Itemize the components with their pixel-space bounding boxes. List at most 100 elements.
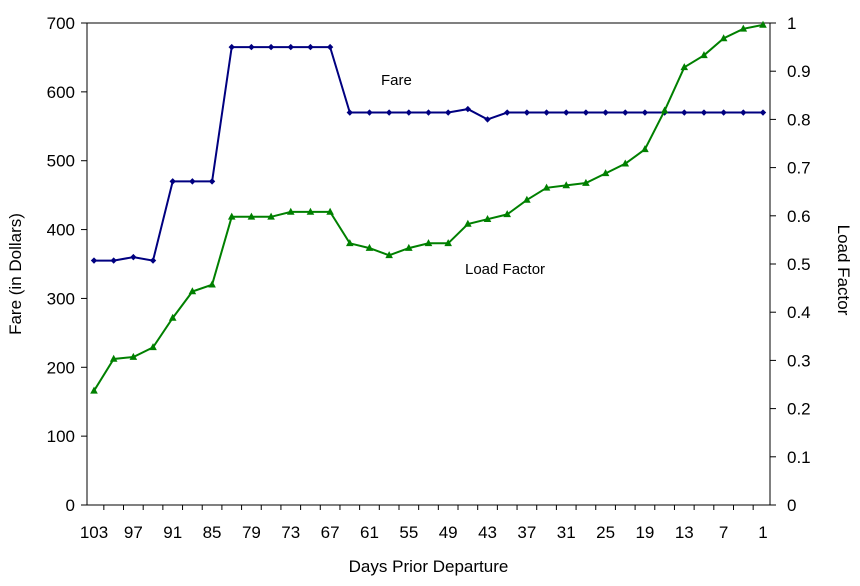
x-tick-label: 49 bbox=[439, 523, 458, 542]
fare-point bbox=[759, 109, 767, 116]
load-factor-point bbox=[542, 183, 551, 191]
load-factor-point bbox=[660, 106, 669, 114]
fare-point bbox=[346, 109, 353, 116]
load-factor-point bbox=[562, 181, 571, 189]
load-factor-point bbox=[129, 352, 138, 360]
fare-point bbox=[90, 257, 98, 264]
x-tick-label: 7 bbox=[719, 523, 728, 542]
left-y-tick-label: 200 bbox=[47, 358, 75, 377]
right-y-tick-label: 0.2 bbox=[787, 400, 811, 419]
x-tick-label: 13 bbox=[675, 523, 694, 542]
load-factor-point bbox=[503, 210, 512, 218]
left-y-tick-label: 400 bbox=[47, 221, 75, 240]
fare-point bbox=[622, 109, 629, 116]
fare-point bbox=[602, 109, 609, 116]
fare-point bbox=[681, 109, 688, 116]
fare-point bbox=[484, 116, 491, 123]
right-y-tick-label: 0.1 bbox=[787, 448, 811, 467]
fare-point bbox=[287, 43, 294, 51]
fare-point bbox=[405, 109, 413, 116]
fare-point bbox=[189, 178, 196, 185]
fare-point bbox=[169, 178, 176, 185]
plot-area bbox=[86, 22, 771, 506]
load-factor-series-line bbox=[93, 23, 764, 392]
fare-point bbox=[208, 178, 216, 185]
x-axis-title: Days Prior Departure bbox=[349, 557, 509, 576]
fare-annotation: Fare bbox=[381, 72, 412, 89]
fare-point bbox=[425, 109, 432, 116]
fare-point bbox=[720, 109, 727, 116]
load-factor-point bbox=[700, 51, 708, 59]
x-tick-label: 91 bbox=[163, 523, 182, 542]
left-y-tick-label: 500 bbox=[47, 152, 75, 171]
right-y-tick-label: 0.4 bbox=[787, 303, 811, 322]
fare-point bbox=[326, 43, 334, 51]
load-factor-point bbox=[267, 212, 275, 220]
x-tick-label: 61 bbox=[360, 523, 379, 542]
right-y-axis-title: Load Factor bbox=[834, 225, 853, 316]
load-factor-point bbox=[109, 354, 118, 362]
x-tick-label: 97 bbox=[124, 523, 143, 542]
load-factor-point bbox=[208, 280, 216, 288]
fare-point bbox=[110, 257, 117, 264]
x-tick-label: 1 bbox=[758, 523, 767, 542]
load-factor-point bbox=[582, 178, 590, 186]
fare-point bbox=[248, 43, 255, 51]
x-tick-label: 19 bbox=[635, 523, 654, 542]
fare-point bbox=[130, 253, 137, 261]
x-tick-label: 67 bbox=[321, 523, 340, 542]
load-factor-point bbox=[326, 207, 334, 215]
x-tick-label: 25 bbox=[596, 523, 615, 542]
x-tick-label: 37 bbox=[517, 523, 536, 542]
left-y-axis-title: Fare (in Dollars) bbox=[6, 213, 25, 335]
load-factor-point bbox=[483, 214, 492, 222]
load-factor-point bbox=[405, 243, 413, 251]
fare-point bbox=[228, 43, 235, 51]
fare-point bbox=[366, 109, 373, 116]
x-tick-label: 31 bbox=[557, 523, 576, 542]
left-y-tick-label: 100 bbox=[47, 427, 75, 446]
load-factor-point bbox=[444, 239, 452, 247]
series-layer bbox=[90, 20, 767, 394]
fare-series-line bbox=[94, 46, 763, 262]
fare-point bbox=[504, 109, 511, 116]
fare-point bbox=[700, 109, 708, 116]
right-y-tick-label: 0.6 bbox=[787, 207, 811, 226]
x-tick-label: 73 bbox=[281, 523, 300, 542]
load-factor-point bbox=[680, 63, 689, 71]
x-tick-label: 85 bbox=[203, 523, 222, 542]
left-y-tick-label: 0 bbox=[66, 496, 75, 515]
load-factor-point bbox=[286, 207, 295, 215]
x-tick-label: 55 bbox=[399, 523, 418, 542]
load-factor-point bbox=[621, 159, 630, 167]
left-y-tick-label: 300 bbox=[47, 289, 75, 308]
x-tick-label: 79 bbox=[242, 523, 261, 542]
load-factor-point bbox=[227, 212, 236, 220]
left-y-tick-label: 600 bbox=[47, 83, 75, 102]
x-tick-label: 43 bbox=[478, 523, 497, 542]
right-y-tick-label: 0 bbox=[787, 496, 796, 515]
x-tick-label: 103 bbox=[80, 523, 108, 542]
load-factor-point bbox=[149, 343, 157, 351]
fare-point bbox=[267, 43, 275, 51]
right-y-tick-label: 0.9 bbox=[787, 62, 811, 81]
fare-point bbox=[385, 109, 393, 116]
fare-point bbox=[740, 109, 747, 116]
load-factor-point bbox=[306, 207, 315, 215]
load-factor-point bbox=[719, 34, 728, 42]
load-factor-point bbox=[424, 239, 433, 247]
left-y-tick-label: 700 bbox=[47, 14, 75, 33]
fare-point bbox=[582, 109, 590, 116]
load-factor-point bbox=[188, 287, 197, 295]
fare-point bbox=[543, 109, 550, 116]
load-factor-point bbox=[385, 251, 393, 259]
load-factor-point bbox=[759, 20, 767, 28]
fare-point bbox=[464, 105, 472, 113]
load-factor-point bbox=[168, 313, 177, 321]
right-y-tick-label: 0.7 bbox=[787, 159, 811, 178]
fare-point bbox=[641, 109, 649, 116]
fare-point bbox=[563, 109, 570, 116]
load-factor-point bbox=[464, 219, 472, 227]
load-factor-point bbox=[739, 24, 748, 32]
